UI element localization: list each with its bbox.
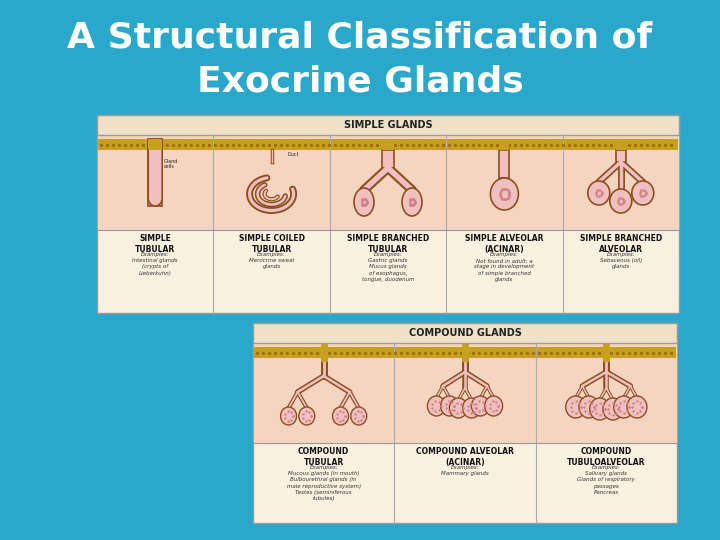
- Text: Examples:
Salivary glands
Glands of respiratory
passages
Pancreas: Examples: Salivary glands Glands of resp…: [577, 465, 635, 495]
- Bar: [148, 139, 162, 150]
- Ellipse shape: [485, 396, 503, 416]
- Text: SIMPLE BRANCHED
TUBULAR: SIMPLE BRANCHED TUBULAR: [347, 234, 429, 254]
- Ellipse shape: [566, 396, 586, 418]
- Text: Examples:
Mammary glands: Examples: Mammary glands: [441, 465, 489, 476]
- Bar: [97, 115, 679, 313]
- Ellipse shape: [351, 407, 366, 425]
- Text: COMPOUND ALVEOLAR
(ACINAR): COMPOUND ALVEOLAR (ACINAR): [416, 447, 514, 467]
- Ellipse shape: [613, 396, 634, 418]
- Ellipse shape: [603, 398, 623, 420]
- Ellipse shape: [281, 407, 297, 425]
- Text: Gland
cells: Gland cells: [164, 159, 179, 170]
- Ellipse shape: [402, 188, 422, 216]
- Ellipse shape: [299, 407, 315, 425]
- Polygon shape: [148, 139, 162, 206]
- Bar: [254, 347, 676, 358]
- Ellipse shape: [632, 181, 654, 205]
- Bar: [500, 150, 510, 178]
- Text: SIMPLE BRANCHED
ALVEOLAR: SIMPLE BRANCHED ALVEOLAR: [580, 234, 662, 254]
- Text: Examples:
Merocrine sweat
glands: Examples: Merocrine sweat glands: [249, 252, 294, 269]
- Text: Examples:
Mucous glands (in mouth)
Bulbourethral glands (in
male reproductive sy: Examples: Mucous glands (in mouth) Bulbo…: [287, 465, 361, 501]
- Bar: [98, 139, 678, 150]
- Text: COMPOUND
TUBULOALVEOLAR: COMPOUND TUBULOALVEOLAR: [567, 447, 646, 467]
- Ellipse shape: [588, 181, 610, 205]
- Ellipse shape: [333, 407, 348, 425]
- Text: Examples:
Sebaceous (oil)
glands: Examples: Sebaceous (oil) glands: [600, 252, 642, 269]
- Text: COMPOUND GLANDS: COMPOUND GLANDS: [408, 328, 521, 338]
- Text: SIMPLE COILED
TUBULAR: SIMPLE COILED TUBULAR: [238, 234, 305, 254]
- Bar: [382, 139, 394, 150]
- Ellipse shape: [610, 189, 632, 213]
- Text: COMPOUND
TUBULAR: COMPOUND TUBULAR: [298, 447, 349, 467]
- Text: SIMPLE GLANDS: SIMPLE GLANDS: [343, 120, 432, 130]
- Bar: [616, 150, 626, 162]
- Bar: [616, 139, 626, 150]
- Ellipse shape: [590, 398, 610, 420]
- Ellipse shape: [627, 396, 647, 418]
- Bar: [500, 139, 510, 150]
- Bar: [253, 343, 677, 443]
- Text: Examples:
Gastric glands
Mucus glands
of esophagus,
tongue, duodenum: Examples: Gastric glands Mucus glands of…: [361, 252, 414, 282]
- Bar: [97, 135, 679, 230]
- Text: Exocrine Glands: Exocrine Glands: [197, 65, 523, 99]
- Ellipse shape: [428, 396, 446, 416]
- Bar: [382, 150, 394, 168]
- Ellipse shape: [449, 398, 467, 418]
- Bar: [253, 323, 677, 523]
- Text: Examples:
Intestinal glands
(crypts of
Lieberkuhn): Examples: Intestinal glands (crypts of L…: [132, 252, 178, 275]
- Text: Examples:
Not found in adult; a
stage in development
of simple branched
glands: Examples: Not found in adult; a stage in…: [474, 252, 534, 282]
- Ellipse shape: [472, 396, 490, 416]
- Bar: [97, 115, 679, 135]
- Ellipse shape: [579, 396, 599, 418]
- Ellipse shape: [463, 398, 481, 418]
- Ellipse shape: [441, 396, 459, 416]
- Text: Duct: Duct: [287, 152, 299, 157]
- Bar: [253, 323, 677, 343]
- Bar: [148, 139, 162, 206]
- Text: SIMPLE
TUBULAR: SIMPLE TUBULAR: [135, 234, 176, 254]
- Text: SIMPLE ALVEOLAR
(ACINAR): SIMPLE ALVEOLAR (ACINAR): [465, 234, 544, 254]
- Ellipse shape: [490, 178, 518, 210]
- Text: A Structural Classification of: A Structural Classification of: [68, 21, 652, 55]
- Ellipse shape: [354, 188, 374, 216]
